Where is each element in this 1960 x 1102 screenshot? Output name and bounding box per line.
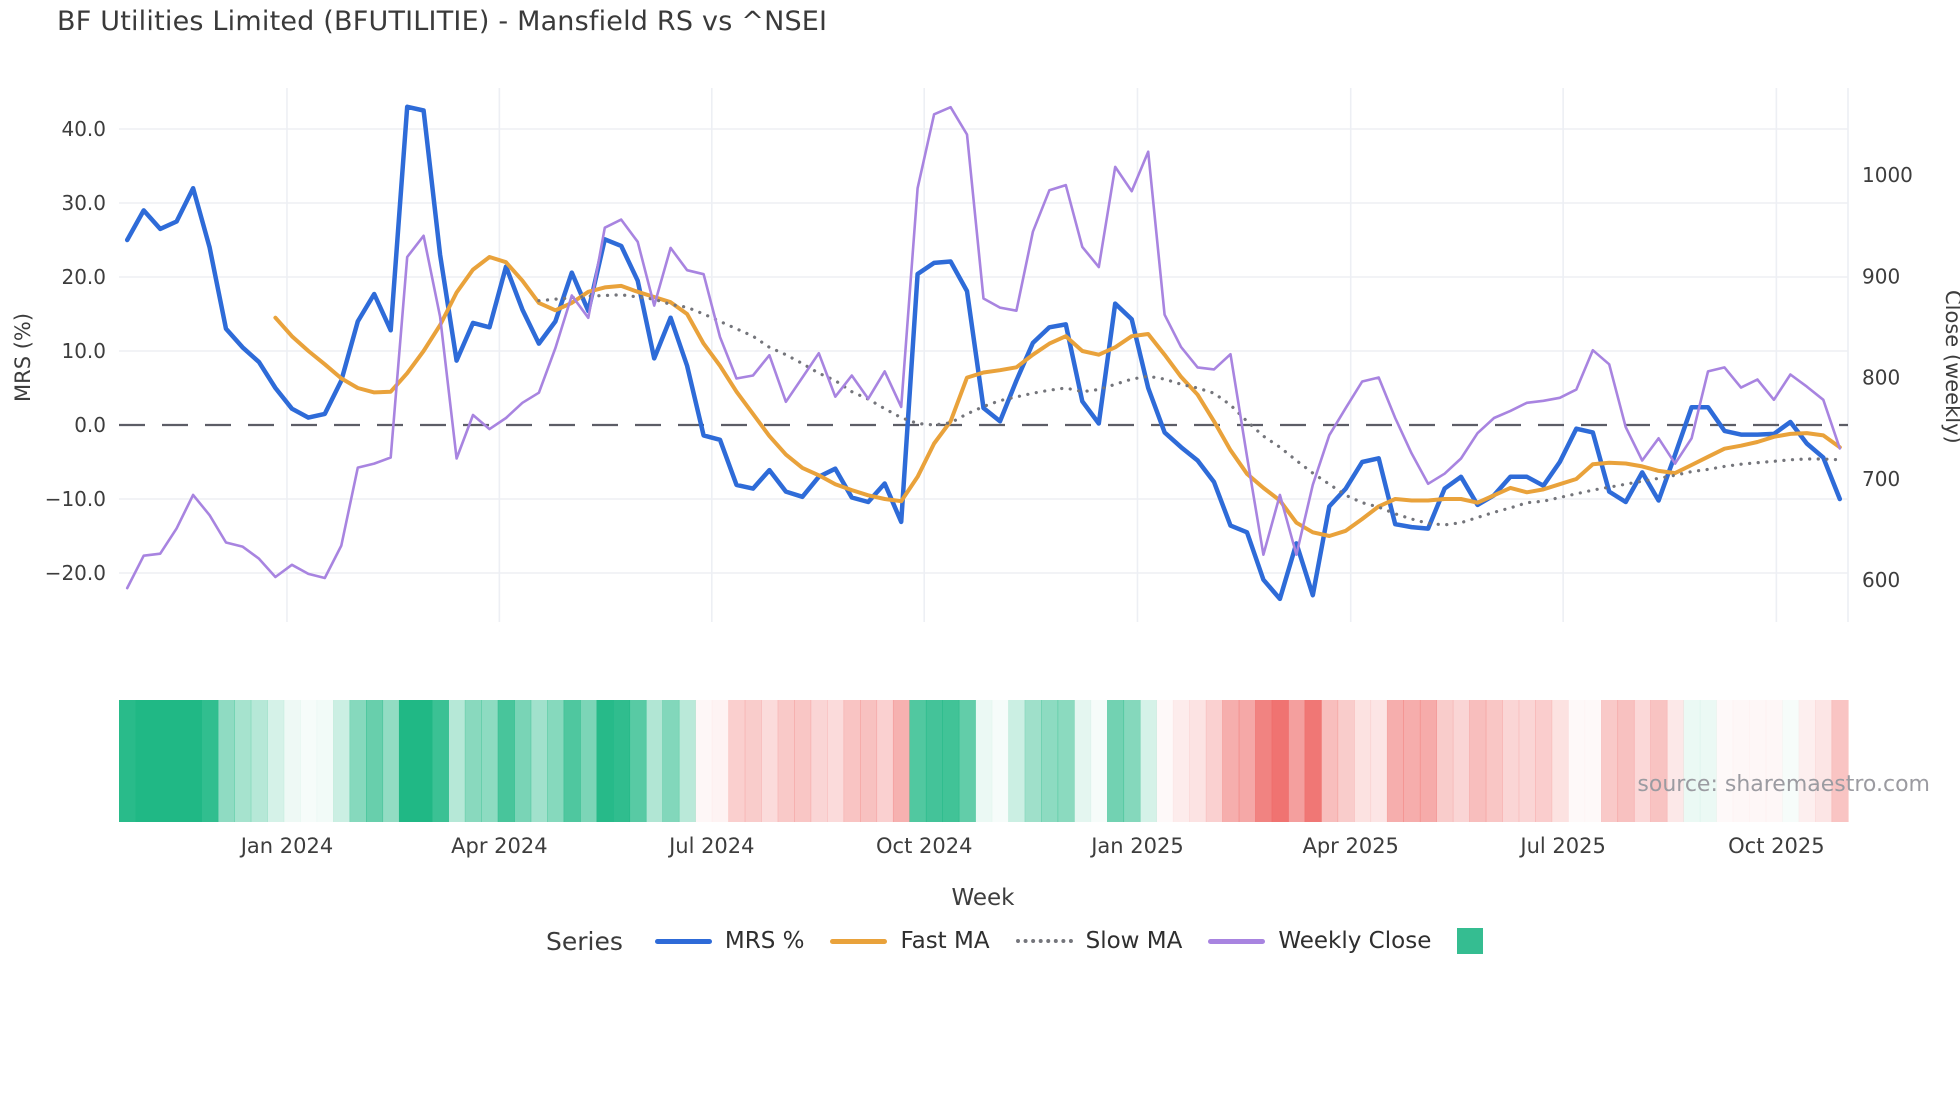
- svg-text:Apr 2024: Apr 2024: [451, 834, 547, 858]
- svg-text:0.0: 0.0: [74, 413, 106, 437]
- svg-text:700: 700: [1862, 467, 1900, 491]
- svg-text:−10.0: −10.0: [45, 487, 106, 511]
- mrs-line-swatch: [654, 938, 712, 944]
- source-note: source: sharemaestro.com: [1637, 772, 1930, 797]
- left-axis-tick-labels: 40.0 30.0 20.0 10.0 0.0 −10.0 −20.0: [45, 117, 106, 585]
- legend-label-mrs: MRS %: [724, 928, 805, 954]
- svg-text:−20.0: −20.0: [45, 561, 106, 585]
- svg-text:Jul 2025: Jul 2025: [1518, 834, 1605, 858]
- svg-text:Oct 2025: Oct 2025: [1728, 834, 1824, 858]
- fast-ma-line-swatch: [830, 938, 888, 944]
- legend-item-fast-ma: Fast MA: [830, 928, 990, 954]
- svg-text:Oct 2024: Oct 2024: [876, 834, 972, 858]
- svg-text:10.0: 10.0: [61, 339, 106, 363]
- heatmap-swatch: [1457, 928, 1484, 954]
- legend-label-slow-ma: Slow MA: [1085, 928, 1183, 954]
- heatmap-strip: [119, 700, 1849, 822]
- svg-text:600: 600: [1862, 568, 1900, 592]
- svg-text:20.0: 20.0: [61, 265, 106, 289]
- svg-text:900: 900: [1862, 264, 1900, 288]
- left-axis-title: MRS (%): [11, 313, 35, 402]
- right-axis-tick-labels: 1000 900 800 700 600: [1862, 163, 1913, 592]
- weekly-close-line-swatch: [1208, 938, 1266, 944]
- svg-text:40.0: 40.0: [61, 117, 106, 141]
- svg-text:1000: 1000: [1862, 163, 1913, 187]
- x-axis-tick-labels: Jan 2024 Apr 2024 Jul 2024 Oct 2024 Jan 2025…: [239, 834, 1825, 858]
- legend-item-mrs: MRS %: [654, 928, 805, 954]
- svg-text:Jan 2024: Jan 2024: [239, 834, 334, 858]
- legend-item-weekly-close: Weekly Close: [1208, 928, 1431, 954]
- legend-title: Series: [546, 926, 623, 956]
- svg-text:30.0: 30.0: [61, 191, 106, 215]
- x-axis-title: Week: [951, 885, 1015, 911]
- legend-item-slow-ma: Slow MA: [1015, 928, 1183, 954]
- vertical-gridlines: [286, 88, 1849, 622]
- svg-text:800: 800: [1862, 366, 1900, 390]
- horizontal-gridlines: [119, 128, 1848, 574]
- legend-label-fast-ma: Fast MA: [900, 928, 990, 954]
- svg-text:Jul 2024: Jul 2024: [667, 834, 754, 858]
- svg-text:Apr 2025: Apr 2025: [1302, 834, 1398, 858]
- legend-label-weekly-close: Weekly Close: [1278, 928, 1432, 954]
- slow-ma-dotted-swatch: [1015, 939, 1073, 943]
- svg-text:Jan 2025: Jan 2025: [1089, 834, 1184, 858]
- chart-title: BF Utilities Limited (BFUTILITIE) - Mans…: [57, 6, 828, 37]
- legend: Series MRS % Fast MA Slow MA Weekly Clos…: [546, 922, 1484, 960]
- series-lines: [124, 104, 1843, 602]
- right-axis-title: Close (weekly): [1941, 290, 1960, 444]
